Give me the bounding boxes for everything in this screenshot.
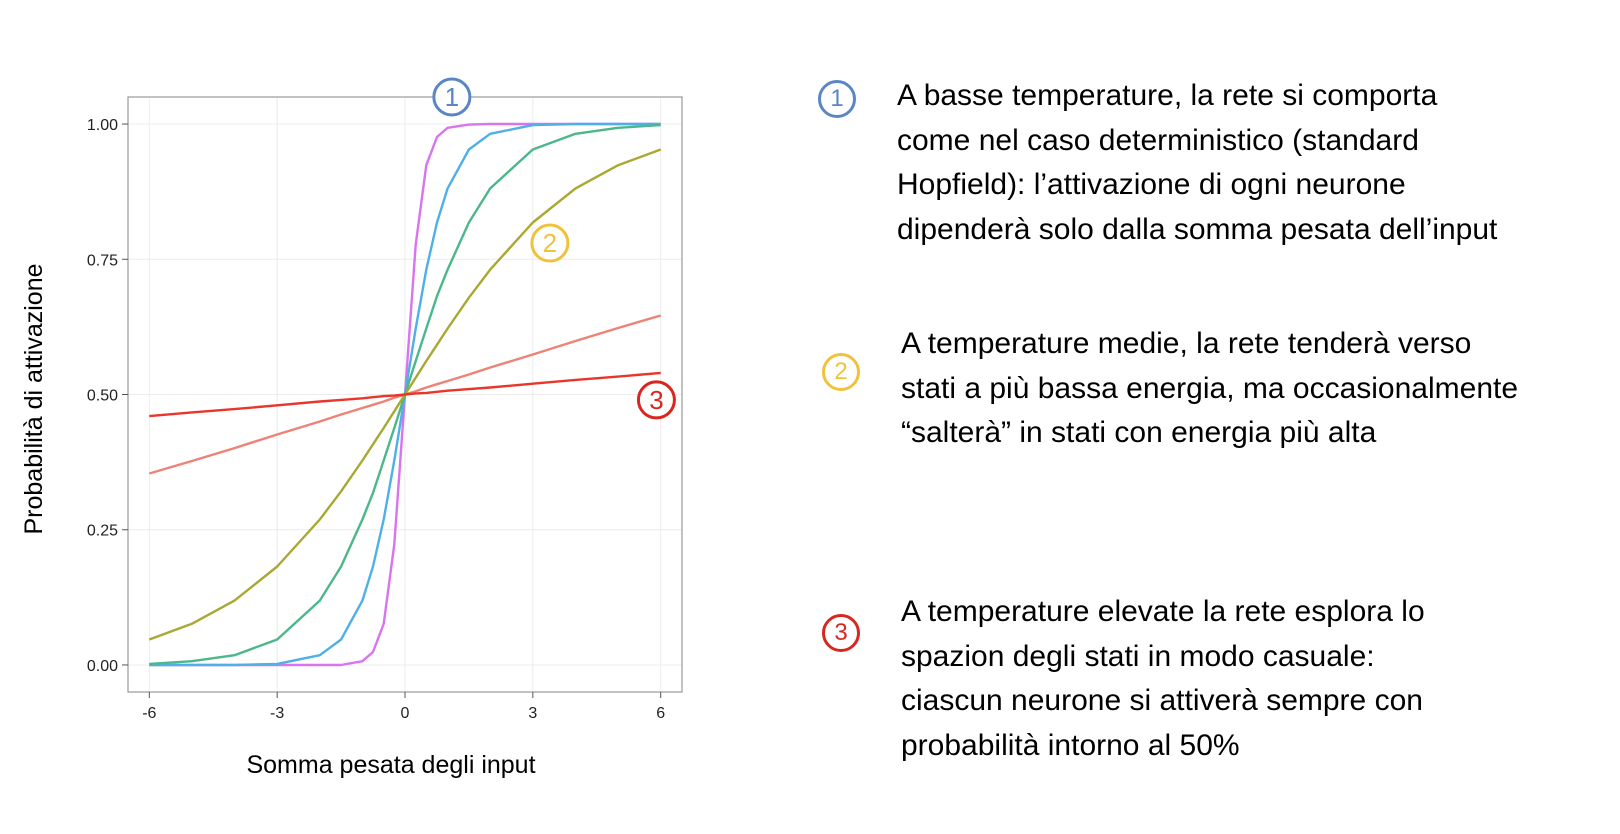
axis-ticks: -6 -3 0 3 6 0.00 0.25 0.50 0.75 1.00	[87, 117, 665, 722]
x-axis-title: Somma pesata degli input	[246, 751, 535, 779]
y-tick-label: 0.00	[87, 658, 118, 675]
chart-marker-1	[432, 77, 472, 117]
activation-probability-chart: -6 -3 0 3 6 0.00 0.25 0.50 0.75 1.00 1 2 3 Somma pe…	[20, 77, 683, 779]
note-low-temperature: 1	[818, 76, 856, 118]
y-axis-title: Probabilità di attivazione	[20, 264, 48, 535]
x-tick-label: -3	[270, 705, 284, 722]
note-marker-1: 1	[818, 80, 856, 118]
chart-marker-label-1: 1	[445, 82, 459, 112]
x-tick-label: 0	[401, 705, 410, 722]
x-tick-label: 6	[656, 705, 665, 722]
y-tick-label: 1.00	[87, 117, 118, 134]
note-medium-temperature-text: A temperature medie, la rete tenderà ver…	[901, 327, 1519, 449]
chart-annotations: 1 2 3	[432, 77, 676, 420]
note-high-temperature: 3	[822, 610, 860, 652]
note-marker-3: 3	[822, 614, 860, 652]
series-lines	[148, 122, 662, 667]
chart-marker-label-2: 2	[543, 228, 557, 258]
x-tick-label: 3	[528, 705, 537, 722]
x-tick-label: -6	[142, 705, 156, 722]
y-tick-label: 0.50	[87, 388, 118, 405]
note-medium-temperature: 2	[822, 349, 860, 391]
chart-marker-3	[636, 380, 676, 420]
note-marker-2: 2	[822, 353, 860, 391]
chart-marker-label-3: 3	[649, 385, 663, 415]
y-tick-label: 0.75	[87, 252, 118, 269]
note-low-temperature-text: A basse temperature, la rete si comporta…	[897, 79, 1498, 246]
series-line-6	[149, 371, 661, 418]
note-high-temperature-text: A temperature elevate la rete esplora lo…	[901, 595, 1425, 762]
y-tick-label: 0.25	[87, 523, 118, 540]
chart-marker-2	[530, 223, 570, 263]
